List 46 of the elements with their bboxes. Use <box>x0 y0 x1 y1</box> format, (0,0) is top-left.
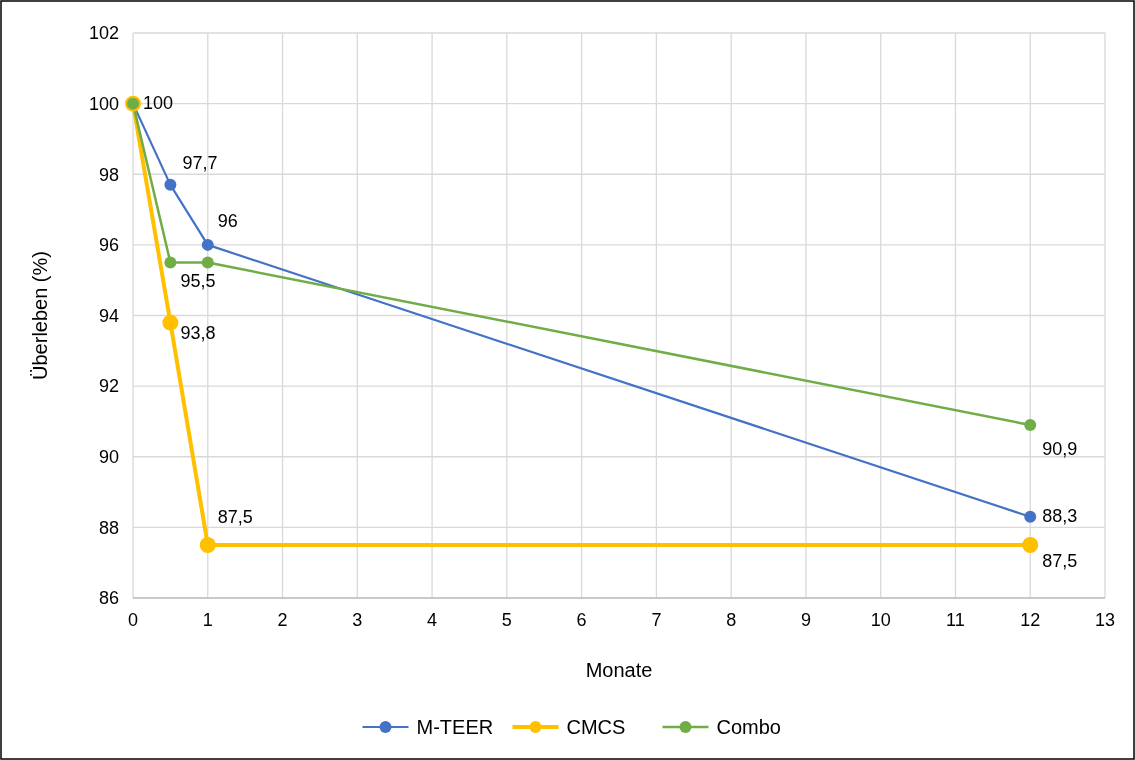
x-tick-label: 9 <box>800 610 811 630</box>
y-tick-label: 100 <box>88 93 119 114</box>
legend-label: Combo <box>716 716 781 738</box>
x-tick-label: 1 <box>202 610 213 630</box>
point <box>201 238 214 251</box>
x-tick-label: 5 <box>501 610 512 630</box>
y-tick-label: 96 <box>98 235 119 256</box>
y-axis-title: Überleben (%) <box>29 251 51 380</box>
x-tick-label: 11 <box>946 610 965 630</box>
data-label: 87,5 <box>217 507 253 528</box>
data-label: 90,9 <box>1042 438 1078 459</box>
point <box>1024 510 1037 523</box>
data-label: 100 <box>143 92 174 113</box>
point <box>199 537 216 554</box>
x-tick-label: 10 <box>870 610 891 630</box>
y-tick-label: 90 <box>98 447 119 468</box>
data-label: 93,8 <box>180 322 216 343</box>
y-tick-label: 94 <box>98 305 119 326</box>
data-label: 87,5 <box>1042 551 1078 572</box>
point <box>1024 418 1037 431</box>
legend-label: M-TEER <box>416 716 494 738</box>
x-tick-label: 0 <box>127 610 139 630</box>
legend-label: CMCS <box>566 716 626 738</box>
x-axis-title: Monate <box>585 659 653 681</box>
y-tick-label: 88 <box>98 517 119 538</box>
x-tick-label: 4 <box>427 610 438 630</box>
x-tick-label: 3 <box>352 610 363 630</box>
x-tick-label: 13 <box>1094 610 1116 630</box>
point <box>164 178 177 191</box>
x-tick-label: 6 <box>576 610 587 630</box>
y-tick-label: 98 <box>98 164 119 185</box>
data-label: 88,3 <box>1042 505 1078 526</box>
point <box>1022 537 1039 554</box>
point <box>201 256 214 269</box>
y-tick-label: 86 <box>98 588 119 609</box>
y-tick-label: 102 <box>88 23 119 44</box>
x-tick-label: 2 <box>277 610 288 630</box>
data-label: 95,5 <box>180 270 216 291</box>
x-tick-label: 12 <box>1020 610 1041 630</box>
data-label: 96 <box>217 210 238 231</box>
x-tick-label: 7 <box>651 610 662 630</box>
point <box>164 256 177 269</box>
data-label: 97,7 <box>182 152 218 173</box>
y-tick-label: 92 <box>98 376 119 397</box>
x-tick-label: 8 <box>726 610 737 630</box>
point <box>162 314 179 331</box>
